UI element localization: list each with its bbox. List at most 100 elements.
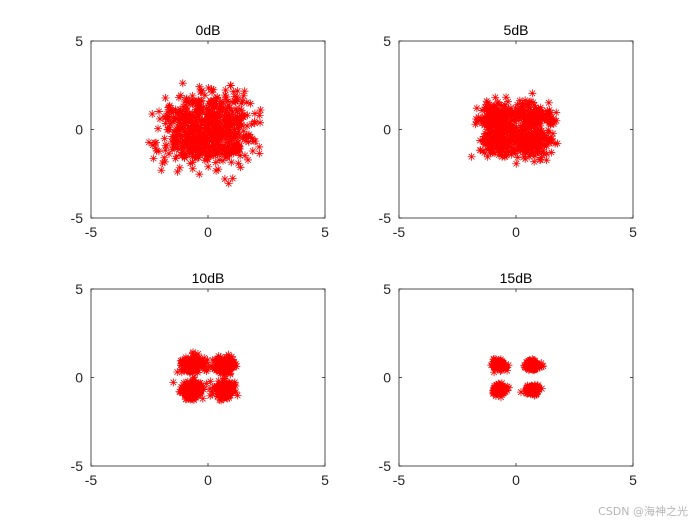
scatter-point [511, 104, 520, 113]
scatter-point [242, 132, 251, 141]
scatter-point [244, 137, 253, 146]
scatter-point [255, 111, 264, 120]
x-tick-label: 0 [512, 224, 520, 240]
scatter-point [161, 141, 170, 150]
scatter-point [241, 137, 250, 146]
scatter-point [519, 152, 528, 161]
scatter-point [196, 390, 205, 399]
scatter-point [191, 363, 200, 372]
scatter-point [231, 359, 240, 368]
scatter-point [155, 114, 164, 123]
scatter-point [213, 358, 222, 367]
scatter-point [180, 97, 189, 106]
scatter-point [521, 96, 530, 105]
scatter-point [498, 107, 507, 116]
scatter-point [222, 106, 231, 115]
scatter-point [227, 352, 236, 361]
scatter-point [221, 108, 230, 117]
scatter-point [500, 134, 509, 143]
scatter-point [231, 97, 240, 106]
scatter-point [210, 143, 219, 152]
scatter-point [188, 386, 197, 395]
scatter-point [202, 104, 211, 113]
scatter-point [507, 143, 516, 152]
subplot-title: 15dB [500, 270, 533, 286]
y-tick-label: 0 [75, 370, 83, 386]
scatter-point [225, 137, 234, 146]
scatter-point [189, 352, 198, 361]
scatter-point [191, 353, 200, 362]
scatter-point [545, 106, 554, 115]
scatter-point [188, 122, 197, 131]
scatter-point [233, 95, 242, 104]
scatter-point [516, 121, 525, 130]
scatter-point [225, 380, 234, 389]
scatter-point [493, 117, 502, 126]
scatter-point [178, 151, 187, 160]
scatter-point [176, 130, 185, 139]
scatter-point [213, 149, 222, 158]
scatter-point [158, 159, 167, 168]
scatter-point [472, 104, 481, 113]
scatter-points [487, 355, 548, 402]
scatter-point [235, 142, 244, 151]
scatter-point [256, 105, 265, 114]
scatter-point [530, 128, 539, 137]
scatter-point [230, 92, 239, 101]
scatter-point [530, 391, 539, 400]
scatter-point [214, 379, 223, 388]
scatter-point [531, 151, 540, 160]
y-tick-label: 5 [75, 33, 83, 49]
scatter-point [537, 144, 546, 153]
scatter-point [161, 119, 170, 128]
scatter-point [552, 108, 561, 117]
scatter-point [497, 101, 506, 110]
scatter-point [177, 368, 186, 377]
scatter-point [534, 105, 543, 114]
scatter-point [486, 148, 495, 157]
scatter-point [481, 138, 490, 147]
scatter-point [196, 132, 205, 141]
scatter-point [218, 141, 227, 150]
y-tick-label: -5 [379, 458, 392, 474]
scatter-point [205, 124, 214, 133]
scatter-point [172, 152, 181, 161]
y-tick-label: -5 [379, 210, 392, 226]
scatter-point [481, 132, 490, 141]
scatter-point [507, 150, 516, 159]
scatter-point [195, 82, 204, 91]
scatter-point [228, 144, 237, 153]
x-tick-label: 5 [321, 224, 329, 240]
scatter-point [220, 144, 229, 153]
y-tick-label: 5 [75, 281, 83, 297]
scatter-point [494, 144, 503, 153]
scatter-point [216, 107, 225, 116]
scatter-point [203, 147, 212, 156]
scatter-point [211, 355, 220, 364]
scatter-point [168, 145, 177, 154]
scatter-point [234, 120, 243, 129]
scatter-point [517, 134, 526, 143]
scatter-point [508, 127, 517, 136]
scatter-point [481, 129, 490, 138]
scatter-point [194, 385, 203, 394]
scatter-point [180, 137, 189, 146]
scatter-point [184, 394, 193, 403]
scatter-point [173, 167, 182, 176]
scatter-point [216, 363, 225, 372]
subplot-title: 0dB [196, 22, 221, 38]
scatter-point [169, 378, 178, 387]
scatter-point [524, 141, 533, 150]
scatter-point [532, 127, 541, 136]
scatter-point [235, 113, 244, 122]
scatter-point [212, 166, 221, 175]
scatter-point [222, 392, 231, 401]
scatter-point [221, 366, 230, 375]
scatter-point [203, 114, 212, 123]
scatter-point [232, 362, 241, 371]
scatter-point [501, 152, 510, 161]
scatter-point [480, 121, 489, 130]
scatter-point [226, 369, 235, 378]
scatter-point [522, 100, 531, 109]
scatter-point [522, 115, 531, 124]
